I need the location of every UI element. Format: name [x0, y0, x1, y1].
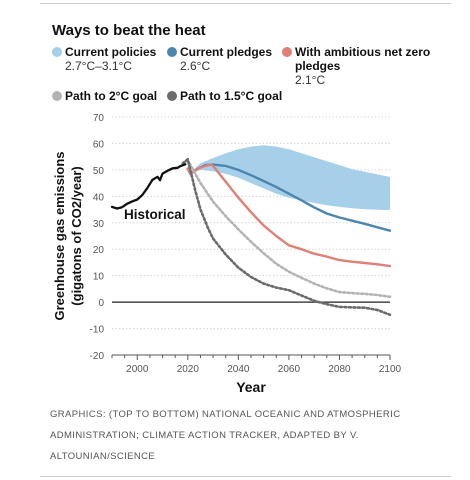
- legend-sublabel: 2.6°C: [180, 59, 211, 73]
- x-tick-label: 2020: [177, 364, 200, 375]
- y-tick-label: 70: [93, 113, 105, 124]
- legend-swatch: [167, 91, 177, 101]
- x-tick-label: 2000: [126, 364, 149, 375]
- y-axis-label-line2: (gigatons of CO2/year): [69, 166, 84, 305]
- legend-label: Path to 1.5°C goal: [180, 89, 283, 103]
- legend-swatch: [167, 47, 177, 57]
- y-tick-label: -10: [90, 325, 105, 336]
- y-tick-label: 40: [93, 192, 105, 203]
- bottom-divider: [40, 476, 451, 477]
- legend-swatch: [52, 91, 62, 101]
- series-net-zero-pledges-line: [186, 163, 392, 268]
- x-tick-label: 2060: [278, 364, 301, 375]
- historical-annotation: Historical: [124, 207, 186, 222]
- legend-label: Current policies: [65, 45, 157, 59]
- y-tick-label: 60: [93, 139, 105, 150]
- legend-swatch: [52, 47, 62, 57]
- credit-text: Graphics: (top to bottom) National Ocean…: [50, 409, 401, 462]
- legend-swatch: [282, 47, 292, 57]
- y-axis-label-line1: Greenhouse gas emissions: [52, 151, 67, 320]
- legend-item-3: With ambitious net zero pledges 2.1°C: [282, 45, 465, 87]
- legend-label: Path to 2°C goal: [65, 89, 158, 103]
- top-divider: [40, 3, 451, 4]
- y-tick-label: 30: [93, 219, 105, 230]
- legend-sublabel: 2.1°C: [295, 73, 326, 87]
- legend-sublabel: 2.7°C–3.1°C: [65, 59, 132, 73]
- legend-label: Current pledges: [180, 45, 273, 59]
- chart-area: -20 -10 0 10 20 30 40 50 60 70 2000 2020 2040 2060 208…: [52, 113, 402, 395]
- series-path-1-5c-line: [181, 158, 392, 317]
- x-tick-label: 2040: [227, 364, 250, 375]
- x-tick-label: 2080: [328, 364, 351, 375]
- graphics-credit: Graphics: (top to bottom) National Ocean…: [50, 404, 430, 467]
- series-path-2c-line: [181, 159, 392, 299]
- y-tick-label: 50: [93, 166, 105, 177]
- y-tick-label: -20: [90, 351, 105, 362]
- chart-title: Ways to beat the heat: [52, 22, 206, 39]
- x-tick-label: 2100: [379, 364, 402, 375]
- series-current-policies-band: [187, 145, 390, 211]
- x-axis-label: Year: [236, 379, 266, 395]
- legend-item-2: Current pledges 2.6°C: [167, 45, 273, 73]
- series-historical-line: [110, 163, 187, 210]
- legend-item-5: Path to 1.5°C goal: [167, 89, 283, 103]
- legend-label: With ambitious net zero pledges: [295, 45, 431, 73]
- y-tick-label: 0: [98, 298, 104, 309]
- y-tick-label: 10: [93, 272, 105, 283]
- legend-item-4: Path to 2°C goal: [52, 89, 158, 103]
- y-tick-label: 20: [93, 245, 105, 256]
- legend-item-1: Current policies 2.7°C–3.1°C: [52, 45, 157, 73]
